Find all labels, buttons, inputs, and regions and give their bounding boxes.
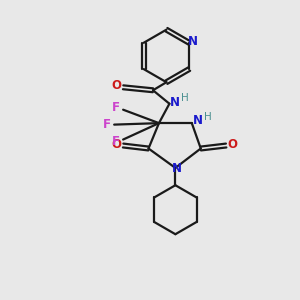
Text: O: O bbox=[228, 137, 238, 151]
Text: N: N bbox=[188, 35, 198, 48]
Text: N: N bbox=[172, 162, 182, 175]
Text: F: F bbox=[112, 101, 120, 114]
Text: O: O bbox=[112, 79, 122, 92]
Text: F: F bbox=[112, 135, 120, 148]
Text: N: N bbox=[170, 96, 180, 109]
Text: H: H bbox=[181, 93, 189, 103]
Text: F: F bbox=[103, 118, 111, 131]
Text: H: H bbox=[204, 112, 212, 122]
Text: N: N bbox=[194, 114, 203, 127]
Text: O: O bbox=[112, 137, 122, 151]
